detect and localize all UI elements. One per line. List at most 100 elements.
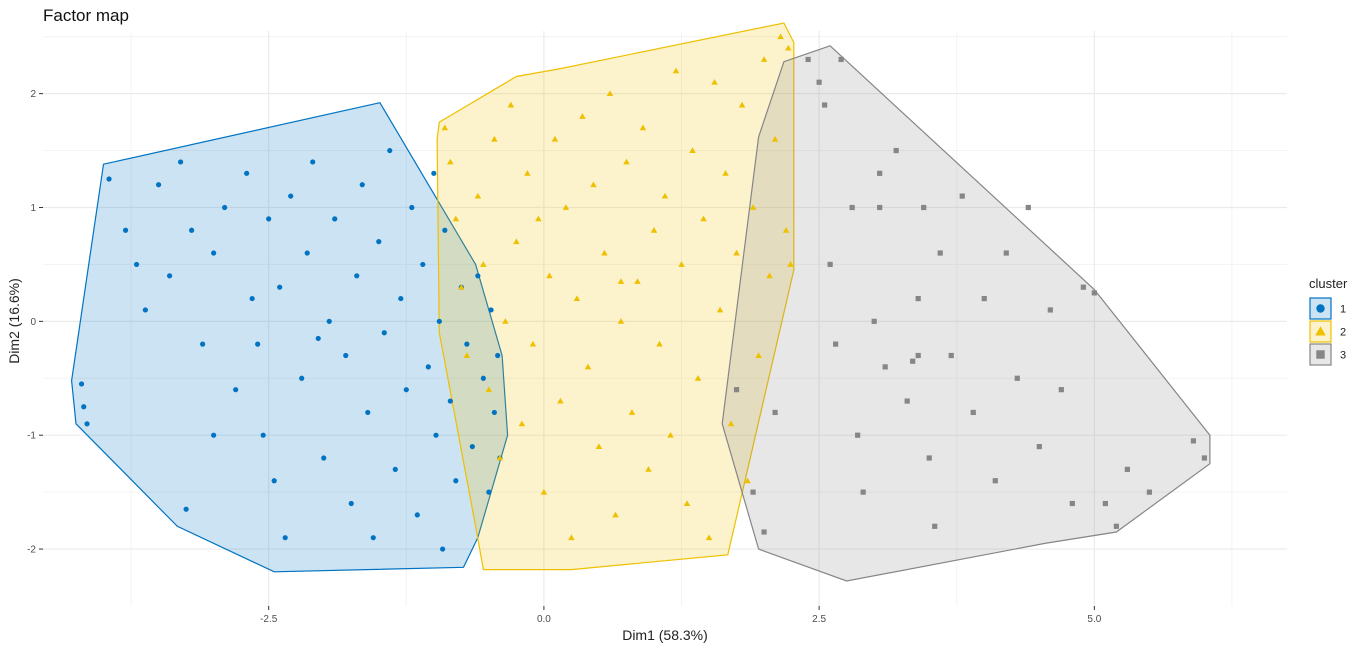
cluster-1-point (211, 250, 217, 256)
cluster-3-point (1025, 204, 1031, 211)
cluster-2-point (711, 78, 718, 85)
cluster-3-point (992, 478, 998, 484)
cluster-1-point (282, 535, 288, 541)
cluster-1-point (271, 478, 277, 484)
cluster-2-point (557, 397, 564, 404)
cluster-3-point (959, 193, 965, 199)
cluster-2-point (782, 227, 790, 233)
cluster-1-point (288, 193, 294, 199)
cluster-3-point (1036, 443, 1042, 450)
cluster-1-point (475, 273, 481, 279)
cluster-1-point (249, 295, 255, 302)
cluster-2-point (452, 215, 460, 222)
cluster-3-point (915, 295, 921, 302)
cluster-2-point (785, 44, 792, 51)
cluster-1-point (315, 335, 321, 342)
cluster-2-point (678, 261, 685, 267)
cluster-1-point (277, 284, 283, 290)
cluster-1-point (310, 159, 316, 165)
cluster-1-point (84, 421, 90, 427)
cluster-1-point (233, 387, 239, 393)
cluster-3-point (838, 56, 844, 63)
cluster-1-point (469, 443, 475, 450)
cluster-2-point (694, 375, 702, 381)
cluster-2-point (579, 113, 586, 119)
cluster-3-point (871, 318, 877, 324)
cluster-1-point (420, 261, 426, 268)
cluster-1-point (255, 341, 261, 347)
cluster-1-point (387, 147, 393, 154)
cluster-3-point (882, 364, 888, 370)
cluster-2-point (683, 500, 691, 506)
cluster-3-point (1190, 438, 1197, 444)
cluster-1-point (376, 239, 382, 245)
x-tick-label: 2.5 (812, 614, 826, 625)
cluster-1-point (183, 506, 189, 512)
cluster-1-point (436, 318, 442, 324)
y-tick-label: 0 (30, 317, 36, 328)
x-tick-label: -2.5 (260, 614, 278, 625)
cluster-2-point (496, 454, 504, 461)
cluster-3-point (926, 455, 932, 461)
cluster-3-point (860, 489, 866, 495)
cluster-2-point (628, 409, 636, 415)
cluster-2-point (623, 158, 630, 165)
cluster-2-point (447, 158, 454, 165)
cluster-2-point (639, 124, 647, 131)
cluster-2-point (645, 466, 652, 472)
data-points (78, 33, 1208, 552)
cluster-2-point (787, 261, 794, 267)
legend: cluster 1 2 3 (1309, 276, 1348, 366)
cluster-3-point (1146, 489, 1152, 495)
cluster-2-point (617, 318, 625, 324)
cluster-1-point (409, 204, 415, 211)
cluster-3-point (1069, 500, 1075, 507)
cluster-2-point (463, 352, 471, 358)
cluster-2-point (744, 477, 751, 484)
cluster-1-point (260, 432, 266, 438)
y-axis-title: Dim2 (16.6%) (6, 278, 22, 364)
cluster-3-point (970, 409, 976, 416)
cluster-2-point (705, 534, 713, 541)
cluster-2-point (606, 90, 614, 97)
cluster-2-point (568, 534, 575, 541)
cluster-2-point (716, 306, 724, 313)
cluster-2-point (518, 420, 526, 427)
cluster-1-point (365, 409, 371, 416)
cluster-2-point (650, 227, 658, 233)
cluster-3-point (877, 170, 883, 176)
cluster-2-point (689, 147, 696, 153)
cluster-1-point (370, 535, 376, 541)
cluster-2-point (507, 101, 515, 108)
cluster-3-hull (721, 45, 1211, 582)
cluster-2-point (573, 295, 581, 302)
cluster-2-point (491, 135, 498, 142)
cluster-1-point (244, 170, 250, 176)
cluster-2-point (672, 67, 680, 74)
cluster-2-point (546, 272, 553, 279)
cluster-3-point (816, 79, 822, 85)
axis-ticks: -2.5 0.0 2.5 5.0 -2 -1 0 1 2 (27, 89, 1102, 625)
cluster-3-point (915, 352, 921, 359)
cluster-1-point (398, 295, 404, 302)
cluster-1-point (304, 250, 310, 256)
cluster-2-point (777, 33, 784, 40)
chart-title: Factor map (43, 6, 129, 25)
cluster-1-point (425, 364, 431, 370)
cluster-3-point (921, 204, 927, 211)
cluster-1-point (106, 176, 112, 182)
cluster-3-point (1047, 307, 1053, 313)
y-tick-label: -2 (27, 545, 36, 556)
cluster-2-hull (436, 22, 795, 571)
cluster-1-point (403, 387, 409, 393)
cluster-1-point (453, 478, 459, 484)
cluster-1-point (222, 204, 228, 211)
cluster-3-point (1003, 250, 1009, 256)
cluster-1-point (354, 273, 360, 279)
cluster-3-point (893, 147, 899, 154)
cluster-3-point (904, 398, 910, 404)
cluster-3-point (772, 409, 778, 416)
cluster-1-point (348, 500, 354, 507)
cluster-2-point (755, 352, 762, 358)
cluster-2-point (540, 488, 548, 495)
